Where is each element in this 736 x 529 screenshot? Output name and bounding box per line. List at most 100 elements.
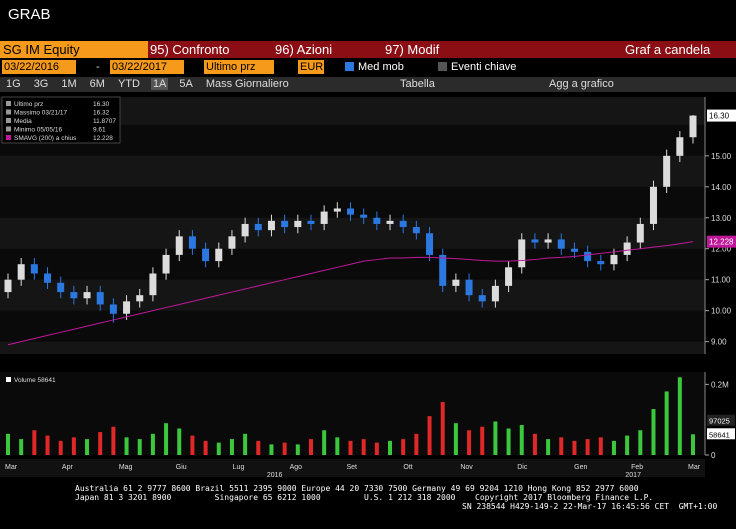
candle-body (215, 248, 223, 262)
volume-bar (45, 435, 50, 455)
volume-marker (707, 414, 735, 426)
volume-bar (137, 439, 142, 455)
volume-bar (506, 428, 511, 455)
start-date[interactable]: 03/22/2016 (2, 60, 76, 74)
period-button[interactable]: 1M (61, 78, 77, 90)
volume-bar (19, 439, 24, 455)
candle-body (17, 264, 25, 280)
candle-body (96, 292, 104, 305)
period-button[interactable]: 1A (150, 78, 169, 90)
volume-bar (638, 430, 643, 455)
x-tick-label: Lug (233, 464, 245, 471)
candle-body (465, 279, 473, 296)
period-button[interactable]: 6M (89, 78, 105, 90)
volume-bar (453, 423, 458, 455)
footer-line: Copyright 2017 Bloomberg Finance L.P. (475, 493, 654, 502)
window-title: GRAB (8, 6, 51, 23)
x-tick-label: Ago (290, 464, 303, 471)
volume-bar (243, 433, 248, 455)
volume-bar (190, 435, 195, 455)
y-tick-label: 14.00 (711, 183, 732, 192)
events-toggle[interactable]: Eventi chiave (451, 61, 517, 73)
candle-body (505, 267, 513, 286)
end-date[interactable]: 03/22/2017 (110, 60, 184, 74)
legend-value: 12.228 (93, 135, 113, 142)
period-button[interactable]: 3G (33, 78, 49, 90)
y-tick-label: 12.00 (711, 245, 732, 254)
x-tick-label: Dic (517, 464, 528, 471)
volume-marker-label: 97025 (709, 417, 730, 426)
footer-line: Japan 81 3 3201 8900 Singapore 65 6212 1… (75, 493, 456, 502)
legend-name: Media (14, 118, 32, 125)
y-tick-label: 0 (711, 451, 716, 460)
candle-body (610, 254, 618, 265)
period-button[interactable]: 5A (179, 78, 193, 90)
volume-bar (203, 440, 208, 455)
volume-bar (374, 442, 379, 455)
x-tick-label: Gen (574, 464, 587, 471)
volume-bar (124, 437, 129, 455)
volume-bar (691, 434, 695, 455)
volume-marker-label: 58641 (709, 430, 730, 439)
field-select[interactable]: Ultimo prz (204, 60, 274, 74)
period-button[interactable]: Mass (205, 78, 233, 90)
volume-bar (572, 440, 577, 455)
volume-bar (308, 439, 313, 455)
candle-body (188, 236, 196, 249)
footer: Australia 61 2 9777 8600 Brazil 5511 239… (0, 484, 736, 511)
candle-body (175, 236, 183, 255)
checkbox[interactable] (345, 62, 354, 71)
candle-body (70, 292, 78, 299)
volume-bar (427, 416, 432, 455)
x-tick-label: Feb (631, 464, 643, 471)
actions-button[interactable]: 96) Azioni (275, 42, 333, 57)
candle-body (57, 282, 65, 293)
add-button[interactable]: Agg a grafico (549, 78, 614, 90)
volume-bar (664, 391, 669, 455)
candle-body (4, 279, 12, 293)
candle-body (123, 301, 131, 314)
legend-name: Ultimo prz (14, 101, 43, 108)
legend-value: 9.61 (93, 127, 106, 134)
candle-body (531, 239, 539, 243)
volume-marker (707, 428, 735, 440)
currency-select[interactable]: EUR (298, 60, 324, 74)
y-tick-label: 0.2M (711, 380, 729, 389)
volume-bar (295, 444, 300, 455)
compare-button[interactable]: 95) Confronto (150, 42, 230, 57)
x-tick-label: Apr (62, 464, 74, 471)
x-tick-label: Mar (5, 464, 18, 471)
moving-average-toggle[interactable]: Med mob (358, 61, 404, 73)
legend-value: 11.8707 (93, 118, 116, 125)
candle-body (649, 186, 657, 224)
volume-bar (335, 437, 340, 455)
period-button[interactable]: 1G (6, 78, 21, 90)
volume-bar (256, 440, 261, 455)
grid-band (0, 310, 705, 342)
security-field[interactable]: SG IM Equity (0, 41, 148, 58)
checkbox[interactable] (438, 62, 447, 71)
volume-bar (480, 426, 485, 455)
legend-swatch (6, 377, 11, 382)
volume-bar (322, 430, 327, 455)
candle-body (267, 220, 275, 231)
legend-value: 16.30 (93, 101, 110, 108)
frequency-select[interactable]: Giornaliero (235, 78, 289, 90)
candle-body (360, 214, 368, 218)
price-marker-label: 12.228 (709, 238, 734, 247)
volume-bar (414, 433, 419, 455)
candle-body (149, 273, 157, 296)
legend-swatch (6, 126, 11, 132)
candle-body (584, 251, 592, 262)
x-tick-label: Nov (460, 464, 473, 471)
volume-bar (388, 440, 393, 455)
candle-body (426, 233, 434, 255)
candle-body (676, 137, 684, 156)
y-tick-label: 10.00 (711, 307, 732, 316)
period-button[interactable]: YTD (117, 78, 140, 90)
table-button[interactable]: Tabella (400, 78, 435, 90)
candle-body (83, 292, 91, 299)
edit-button[interactable]: 97) Modif (385, 42, 440, 57)
